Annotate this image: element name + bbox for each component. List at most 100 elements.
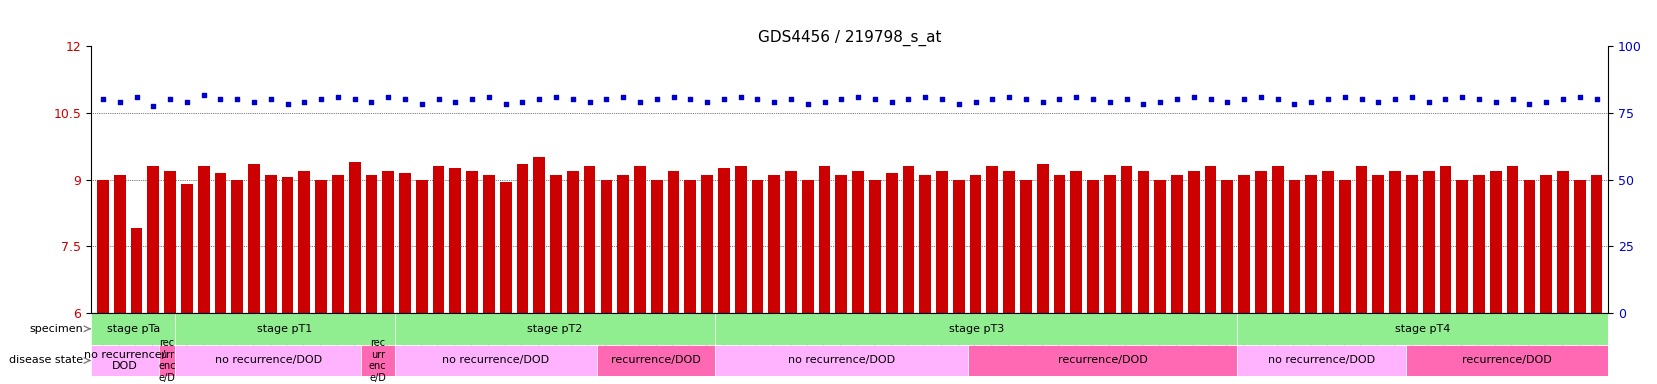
- FancyBboxPatch shape: [394, 313, 714, 344]
- Point: [1163, 96, 1190, 103]
- FancyBboxPatch shape: [159, 344, 176, 376]
- Bar: [852, 170, 863, 313]
- Point: [509, 99, 535, 105]
- Point: [676, 96, 703, 103]
- Point: [1582, 96, 1609, 103]
- Bar: [802, 179, 814, 313]
- Bar: [633, 166, 646, 313]
- Bar: [1019, 179, 1031, 313]
- Text: no recurrence/DOD: no recurrence/DOD: [1268, 356, 1374, 366]
- Title: GDS4456 / 219798_s_at: GDS4456 / 219798_s_at: [757, 30, 941, 46]
- Bar: [1556, 170, 1568, 313]
- Bar: [282, 177, 293, 313]
- Point: [1533, 99, 1559, 105]
- Point: [979, 96, 1006, 103]
- Text: no recurrence/DOD: no recurrence/DOD: [442, 356, 548, 366]
- Bar: [668, 170, 679, 313]
- Point: [744, 96, 771, 103]
- Text: no recurrence/DOD: no recurrence/DOD: [214, 356, 321, 366]
- Point: [659, 94, 686, 100]
- Bar: [383, 170, 394, 313]
- FancyBboxPatch shape: [91, 313, 176, 344]
- Bar: [197, 166, 209, 313]
- Point: [610, 94, 636, 100]
- Bar: [1321, 170, 1334, 313]
- Point: [442, 99, 469, 105]
- Bar: [684, 179, 696, 313]
- Bar: [583, 166, 595, 313]
- Bar: [1087, 179, 1099, 313]
- Bar: [969, 175, 981, 313]
- FancyBboxPatch shape: [968, 344, 1236, 376]
- Bar: [953, 179, 964, 313]
- Bar: [416, 179, 428, 313]
- Text: no recurrence/DOD: no recurrence/DOD: [787, 356, 895, 366]
- Bar: [767, 175, 779, 313]
- Point: [240, 99, 267, 105]
- Point: [1364, 99, 1390, 105]
- Point: [542, 94, 568, 100]
- Point: [1196, 96, 1223, 103]
- Point: [308, 96, 335, 103]
- Bar: [1490, 170, 1501, 313]
- Text: specimen: specimen: [28, 324, 83, 334]
- Bar: [534, 157, 545, 313]
- FancyBboxPatch shape: [176, 344, 361, 376]
- Bar: [466, 170, 477, 313]
- Bar: [600, 179, 611, 313]
- Point: [1246, 94, 1273, 100]
- Point: [996, 94, 1022, 100]
- Point: [794, 101, 820, 107]
- Bar: [920, 175, 931, 313]
- Bar: [616, 175, 628, 313]
- Bar: [1287, 179, 1299, 313]
- FancyBboxPatch shape: [1236, 313, 1607, 344]
- Point: [1130, 101, 1157, 107]
- Bar: [1506, 166, 1518, 313]
- Bar: [399, 173, 411, 313]
- Point: [325, 94, 351, 100]
- Bar: [181, 184, 192, 313]
- Point: [558, 96, 585, 103]
- Point: [693, 99, 719, 105]
- Point: [928, 96, 954, 103]
- Point: [391, 96, 418, 103]
- Point: [711, 96, 737, 103]
- Point: [761, 99, 787, 105]
- Bar: [1153, 179, 1165, 313]
- Point: [1415, 99, 1442, 105]
- Bar: [298, 170, 310, 313]
- Point: [341, 96, 368, 103]
- Point: [408, 101, 434, 107]
- Bar: [1422, 170, 1433, 313]
- Point: [1347, 96, 1374, 103]
- Bar: [131, 228, 143, 313]
- FancyBboxPatch shape: [714, 344, 968, 376]
- Point: [1264, 96, 1291, 103]
- Text: recurrence/DOD: recurrence/DOD: [1461, 356, 1551, 366]
- Bar: [1186, 170, 1200, 313]
- Point: [525, 96, 552, 103]
- Bar: [1254, 170, 1266, 313]
- Point: [459, 96, 486, 103]
- Point: [810, 99, 837, 105]
- Point: [476, 94, 502, 100]
- Point: [1213, 99, 1239, 105]
- Text: recurrence/DOD: recurrence/DOD: [1057, 356, 1147, 366]
- Bar: [1523, 179, 1534, 313]
- Point: [1062, 94, 1089, 100]
- Point: [878, 99, 905, 105]
- Bar: [1339, 179, 1350, 313]
- Point: [1012, 96, 1039, 103]
- FancyBboxPatch shape: [714, 313, 1236, 344]
- Text: stage pT1: stage pT1: [257, 324, 313, 334]
- Bar: [868, 179, 880, 313]
- Point: [273, 101, 300, 107]
- Bar: [98, 179, 109, 313]
- Point: [944, 101, 971, 107]
- Point: [626, 99, 653, 105]
- Bar: [1372, 175, 1384, 313]
- Point: [106, 99, 133, 105]
- Bar: [885, 173, 896, 313]
- Point: [492, 101, 519, 107]
